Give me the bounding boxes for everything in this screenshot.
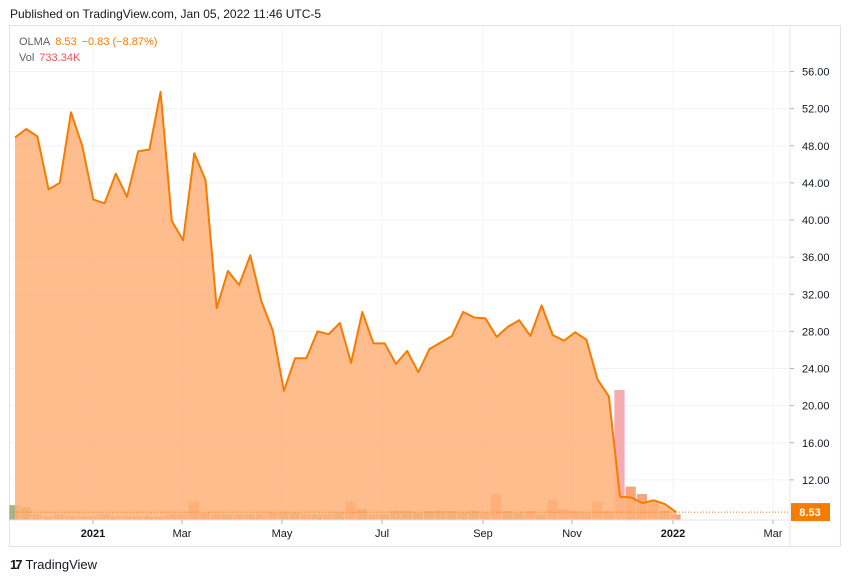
y-tick-label: 56.00 bbox=[802, 67, 830, 79]
volume-bar bbox=[614, 390, 625, 520]
x-tick-label: Nov bbox=[562, 528, 582, 540]
published-caption: Published on TradingView.com, Jan 05, 20… bbox=[10, 7, 322, 21]
last-price-text: 8.53 bbox=[799, 507, 820, 519]
y-tick-label: 28.00 bbox=[802, 326, 830, 338]
y-tick-label: 24.00 bbox=[802, 364, 830, 376]
tradingview-logo-icon: 17 bbox=[10, 557, 23, 572]
x-tick-label: 2022 bbox=[661, 528, 685, 540]
x-tick-label: Mar bbox=[173, 528, 192, 540]
legend-change: −0.83 (−8.87%) bbox=[81, 36, 158, 48]
x-tick-label: Sep bbox=[473, 528, 493, 540]
legend-vol-label: Vol bbox=[19, 52, 35, 64]
legend-vol-value: 733.34K bbox=[39, 52, 81, 64]
x-tick-label: Jul bbox=[375, 528, 389, 540]
last-price-badge bbox=[791, 503, 830, 522]
y-axis: 12.00 16.00 20.00 24.00 28.00 32.00 36.00 40.00… bbox=[789, 26, 830, 547]
chart-frame bbox=[9, 25, 841, 547]
x-axis: 2021 Mar May Jul Sep Nov 2022 Mar bbox=[10, 519, 790, 540]
y-tick-label: 20.00 bbox=[802, 401, 830, 413]
y-tick-label: 32.00 bbox=[802, 289, 830, 301]
x-tick-label: May bbox=[272, 528, 293, 540]
y-tick-label: 36.00 bbox=[802, 252, 830, 264]
brand-name: TradingView bbox=[25, 557, 98, 572]
y-tick-label: 48.00 bbox=[802, 141, 830, 153]
legend-price: 8.53 bbox=[55, 36, 77, 48]
y-tick-label: 40.00 bbox=[802, 215, 830, 227]
legend: OLMA 8.53 −0.83 (−8.87%) Vol 733.34K bbox=[19, 34, 162, 66]
y-tick-label: 52.00 bbox=[802, 104, 830, 116]
price-area bbox=[15, 91, 676, 521]
price-line bbox=[14, 90, 677, 513]
last-price-label: 8.53 bbox=[791, 503, 830, 522]
volume-bar bbox=[9, 505, 20, 520]
x-tick-label: 2021 bbox=[81, 528, 105, 540]
legend-symbol: OLMA bbox=[19, 36, 51, 48]
y-tick-label: 12.00 bbox=[802, 475, 830, 487]
x-tick-label: Mar bbox=[764, 528, 783, 540]
y-tick-label: 44.00 bbox=[802, 178, 830, 190]
y-tick-label: 16.00 bbox=[802, 438, 830, 450]
tradingview-logo[interactable]: 17 TradingView bbox=[10, 557, 97, 572]
